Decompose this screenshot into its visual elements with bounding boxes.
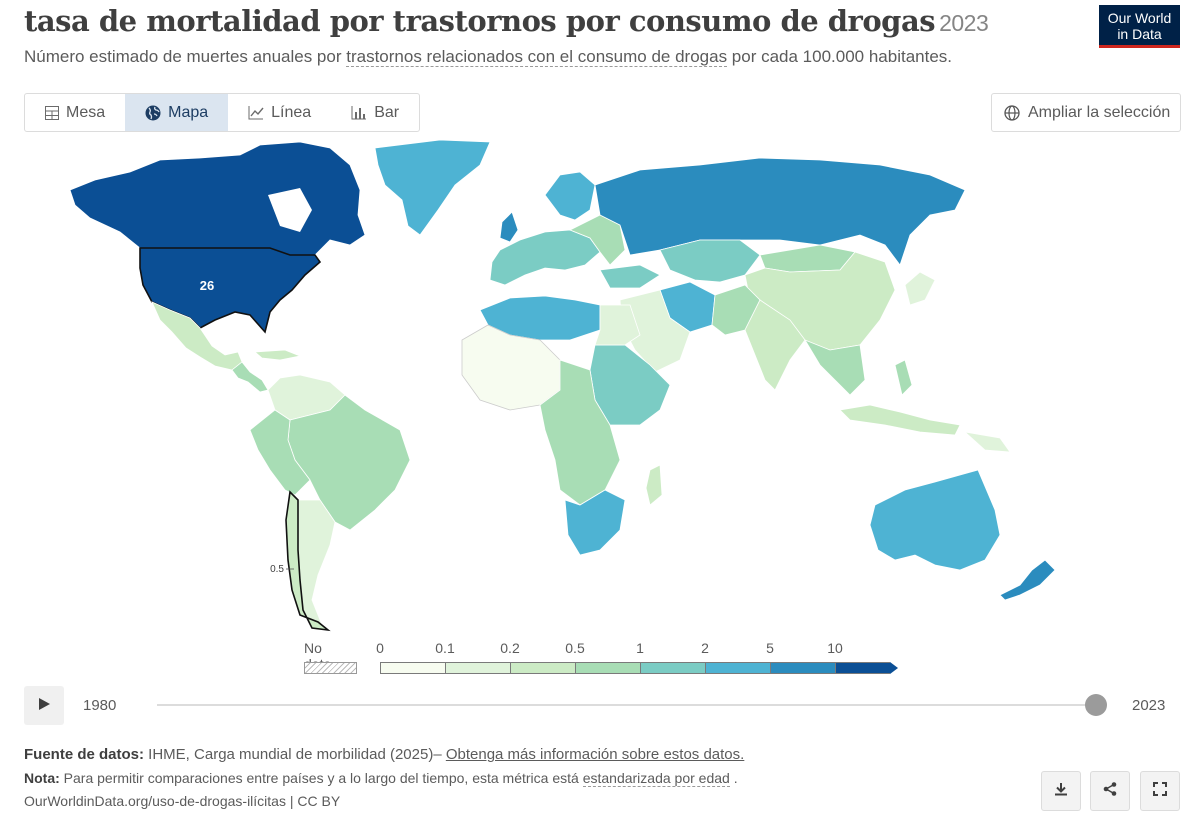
subtitle-post: por cada 100.000 habitantes. (727, 47, 953, 66)
view-tabs: Mesa Mapa Línea Bar (24, 93, 421, 132)
play-icon (38, 697, 50, 715)
download-icon (1054, 782, 1068, 801)
region-australia[interactable] (869, 469, 1001, 571)
owid-logo[interactable]: Our World in Data (1099, 5, 1180, 48)
legend-bin[interactable] (640, 662, 705, 674)
footer-url: OurWorldinData.org/uso-de-drogas-ilícita… (24, 793, 341, 809)
region-central-america[interactable] (231, 361, 269, 393)
region-hudson-bay (268, 188, 312, 232)
region-caribbean[interactable] (253, 349, 302, 361)
tab-bar[interactable]: Bar (331, 94, 419, 131)
legend-bin[interactable] (835, 662, 890, 674)
source-link[interactable]: Obtenga más información sobre estos dato… (445, 746, 745, 763)
region-scandinavia[interactable] (544, 171, 596, 221)
globe-outline-icon (1004, 104, 1020, 121)
legend-tick-label: 1 (636, 640, 644, 656)
subtitle-link[interactable]: trastornos relacionados con el consumo d… (346, 47, 728, 67)
logo-line-1: Our World (1107, 10, 1172, 26)
legend-bin[interactable] (380, 662, 445, 674)
timeline-track[interactable] (157, 704, 1097, 706)
legend-ticks: 0 0.1 0.2 0.5 1 2 5 10 (376, 640, 900, 660)
tab-map[interactable]: Mapa (125, 94, 229, 131)
legend-tick-label: 2 (701, 640, 709, 656)
tab-line[interactable]: Línea (228, 94, 331, 131)
legend-bins (380, 662, 898, 674)
region-chile[interactable] (285, 490, 331, 632)
fullscreen-icon (1153, 781, 1167, 801)
legend-tick-label: 0.1 (435, 640, 455, 656)
note-text: Para permitir comparaciones entre países… (59, 770, 583, 786)
legend-no-data-swatch[interactable] (304, 662, 357, 674)
play-button[interactable] (24, 686, 64, 725)
source-text: IHME, Carga mundial de morbilidad (2025)… (144, 746, 446, 763)
legend-arrow (890, 662, 898, 674)
region-russia[interactable] (594, 157, 966, 266)
legend-tick-label: 10 (827, 640, 843, 656)
region-central-africa[interactable] (539, 359, 621, 506)
legend-bin[interactable] (770, 662, 835, 674)
region-egypt-sudan[interactable] (594, 304, 641, 346)
timeline-handle[interactable] (1085, 694, 1107, 716)
bar-chart-icon (351, 105, 367, 120)
page-title: tasa de mortalidad por trastornos por co… (24, 4, 989, 38)
region-new-zealand[interactable] (999, 559, 1056, 601)
expand-selection-button[interactable]: Ampliar la selección (991, 93, 1181, 132)
region-png[interactable] (963, 431, 1011, 453)
usa-value-label: 26 (200, 278, 214, 293)
timeline-start-year: 1980 (83, 697, 117, 714)
region-japan-korea[interactable] (904, 271, 936, 306)
region-southern-africa[interactable] (564, 489, 626, 556)
share-button[interactable] (1090, 771, 1130, 811)
subtitle-pre: Número estimado de muertes anuales por (24, 47, 347, 66)
legend-tick-label: 0 (376, 640, 384, 656)
title-year: 2023 (939, 10, 989, 36)
legend-bin[interactable] (445, 662, 510, 674)
line-chart-icon (248, 105, 264, 120)
download-button[interactable] (1041, 771, 1081, 811)
legend-bin[interactable] (575, 662, 640, 674)
source-label: Fuente de datos: (24, 746, 145, 763)
region-india[interactable] (744, 299, 806, 391)
region-greenland[interactable] (374, 139, 491, 236)
region-turkey[interactable] (599, 264, 661, 289)
region-canada[interactable] (69, 141, 366, 256)
region-madagascar[interactable] (645, 464, 663, 506)
logo-line-2: in Data (1117, 26, 1162, 42)
globe-icon (145, 105, 161, 121)
legend-bin[interactable] (705, 662, 770, 674)
note-label: Nota: (24, 770, 60, 786)
fullscreen-button[interactable] (1140, 771, 1180, 811)
footer-note: Nota: Para permitir comparaciones entre … (24, 770, 738, 787)
region-indonesia[interactable] (839, 404, 961, 436)
legend-tick-label: 0.5 (565, 640, 585, 656)
region-western-europe[interactable] (489, 229, 601, 286)
table-icon (45, 105, 59, 120)
title-text: tasa de mortalidad por trastornos por co… (24, 4, 936, 38)
region-peru-bolivia[interactable] (249, 409, 311, 496)
legend-bin[interactable] (510, 662, 575, 674)
region-southeast-asia[interactable] (804, 339, 866, 396)
note-link[interactable]: estandarizada por edad (582, 770, 730, 787)
tab-table[interactable]: Mesa (25, 94, 125, 131)
region-philippines[interactable] (894, 359, 913, 396)
chile-value-label: 0.5 (270, 564, 284, 575)
tab-table-label: Mesa (66, 103, 106, 121)
tab-line-label: Línea (271, 103, 312, 121)
footer-source: Fuente de datos: IHME, Carga mundial de … (24, 746, 744, 763)
legend-tick-label: 0.2 (500, 640, 520, 656)
tab-map-label: Mapa (168, 103, 209, 121)
share-icon (1103, 781, 1117, 801)
tab-bar-label: Bar (374, 103, 400, 121)
expand-selection-label: Ampliar la selección (1028, 103, 1171, 121)
timeline-end-year: 2023 (1132, 697, 1166, 714)
note-end: . (729, 770, 738, 786)
region-uk[interactable] (499, 211, 519, 243)
legend-tick-label: 5 (766, 640, 774, 656)
world-map: 26 0.5 (69, 139, 1056, 632)
region-mongolia[interactable] (759, 244, 856, 273)
page-subtitle: Número estimado de muertes anuales por t… (24, 47, 952, 67)
